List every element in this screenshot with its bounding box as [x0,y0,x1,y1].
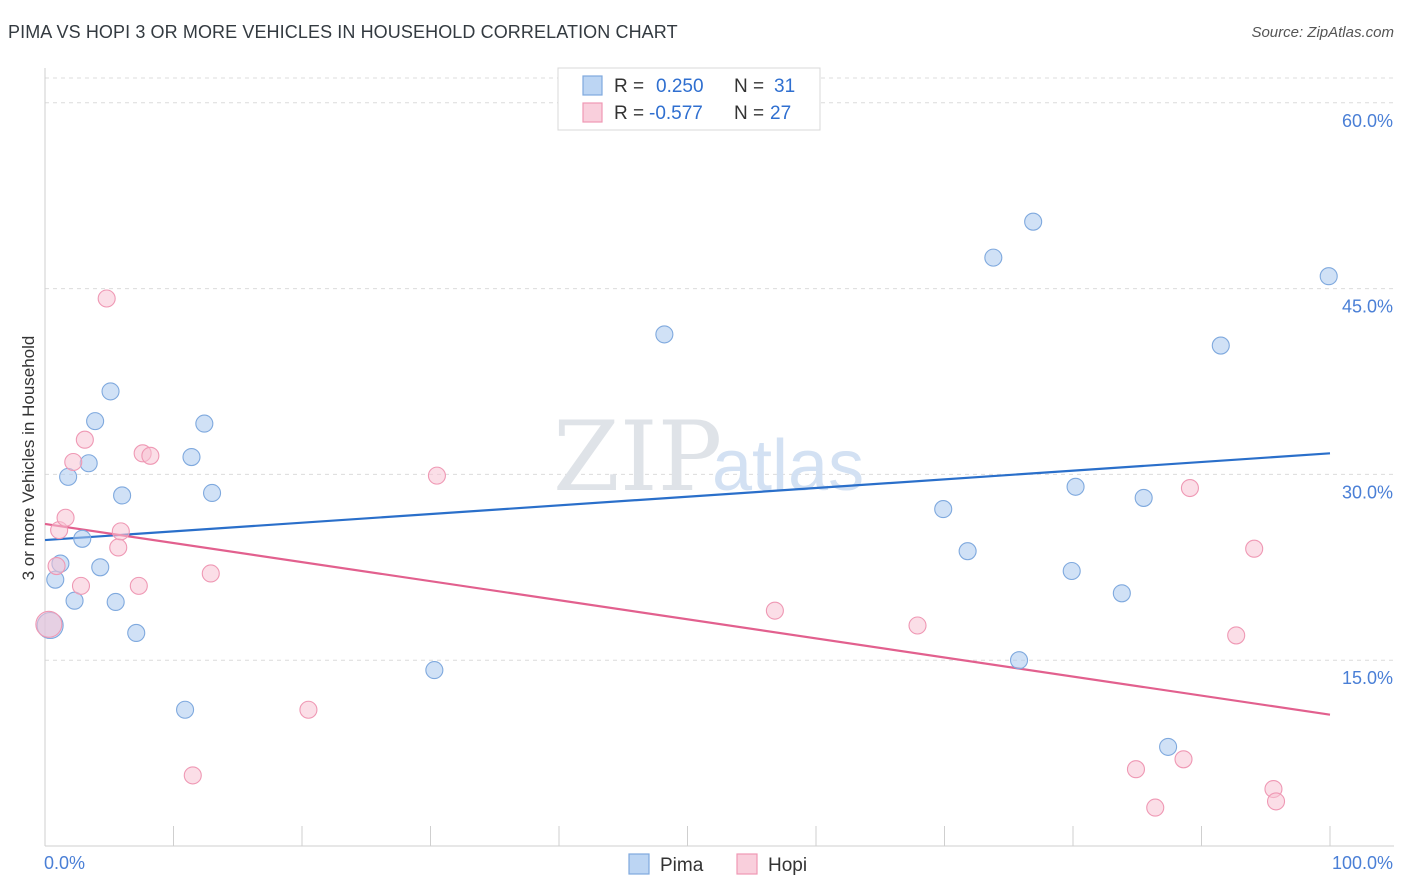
legend-swatch-pima [582,75,603,96]
source-credit: Source: ZipAtlas.com [1251,24,1394,41]
hopi-trend-line [44,522,1331,716]
pima-point-20 [958,542,977,561]
legend-n-label-hopi: N = [734,103,764,124]
hopi-point-24 [1245,539,1264,558]
pima-point-22 [1009,651,1029,670]
hopi-point-10 [129,576,148,595]
stats-legend: R = 0.250 N = 31 R = -0.577 N = 27 [557,67,821,131]
pima-point-23 [1024,212,1043,231]
series-legend: Pima Hopi [628,853,807,876]
legend-n-value-pima: 31 [774,76,795,97]
pima-point-9 [101,382,120,401]
y-tick-label-0: 15.0% [1342,668,1393,688]
hopi-point-17 [765,601,784,620]
pima-point-19 [934,500,953,519]
hopi-point-13 [183,766,202,785]
x-tick-label-0: 0.0% [44,853,85,873]
legend-n-label-pima: N = [734,76,764,97]
pima-point-10 [106,592,125,612]
pima-point-25 [1066,477,1085,496]
hopi-point-18 [908,616,927,635]
y-tick-label-3: 60.0% [1342,111,1393,131]
legend-swatch-pima-bottom [628,853,650,875]
data-points [35,212,1338,817]
pima-point-8 [91,558,110,577]
pima-point-21 [984,248,1003,267]
hopi-point-12 [141,446,160,465]
pima-point-15 [195,414,214,433]
tick-labels: 15.0% 30.0% 45.0% 60.0% 0.0% 100.0% [44,111,1393,873]
hopi-point-9 [111,522,130,541]
pima-point-27 [1134,488,1153,507]
trend-lines [44,452,1331,716]
pima-point-16 [203,483,222,503]
hopi-point-4 [64,452,83,472]
pima-point-12 [127,623,146,642]
legend-label-hopi: Hopi [768,855,807,876]
hopi-point-23 [1227,626,1246,645]
hopi-point-22 [1180,478,1199,498]
hopi-point-5 [71,576,91,595]
legend-r-label-pima: R = [614,76,644,97]
gridlines [45,77,1394,661]
pima-point-18 [655,325,674,344]
hopi-point-20 [1146,798,1165,817]
x-tick-label-1: 100.0% [1332,853,1393,873]
watermark: ZIP atlas [553,401,864,513]
hopi-point-19 [1126,760,1146,779]
hopi-point-26 [1266,792,1286,811]
legend-r-value-pima: 0.250 [656,76,704,97]
chart-title: PIMA VS HOPI 3 OR MORE VEHICLES IN HOUSE… [8,22,678,42]
y-tick-label-2: 45.0% [1342,297,1393,317]
hopi-point-21 [1174,750,1193,769]
pima-point-28 [1159,737,1178,756]
axes [44,68,1394,847]
y-axis-label: 3 or more Vehicles in Household [19,336,38,581]
pima-point-24 [1062,561,1081,581]
hopi-point-1 [47,557,66,576]
pima-trend-line [44,452,1331,542]
legend-swatch-hopi [582,102,603,123]
legend-label-pima: Pima [660,855,704,876]
pima-point-14 [182,447,201,467]
y-tick-label-1: 30.0% [1342,482,1393,502]
hopi-point-14 [201,564,220,583]
hopi-point-0 [35,610,63,638]
hopi-point-16 [427,466,446,485]
pima-point-7 [86,412,105,431]
legend-swatch-hopi-bottom [736,853,758,875]
pima-point-17 [425,661,444,680]
legend-n-value-hopi: 27 [770,103,791,124]
pima-point-6 [79,454,98,473]
legend-r-value-hopi: -0.577 [649,103,703,124]
pima-point-29 [1211,336,1230,355]
pima-point-26 [1112,584,1131,603]
hopi-point-6 [75,430,94,449]
legend-r-label-hopi: R = [614,103,644,124]
hopi-point-3 [56,508,75,527]
hopi-point-15 [299,700,318,719]
pima-point-11 [113,486,132,505]
hopi-point-7 [97,289,116,308]
hopi-point-8 [109,538,128,557]
pima-point-5 [73,529,92,548]
pima-point-13 [176,700,195,719]
watermark-zip: ZIP [553,401,722,513]
pima-point-30 [1319,267,1338,286]
